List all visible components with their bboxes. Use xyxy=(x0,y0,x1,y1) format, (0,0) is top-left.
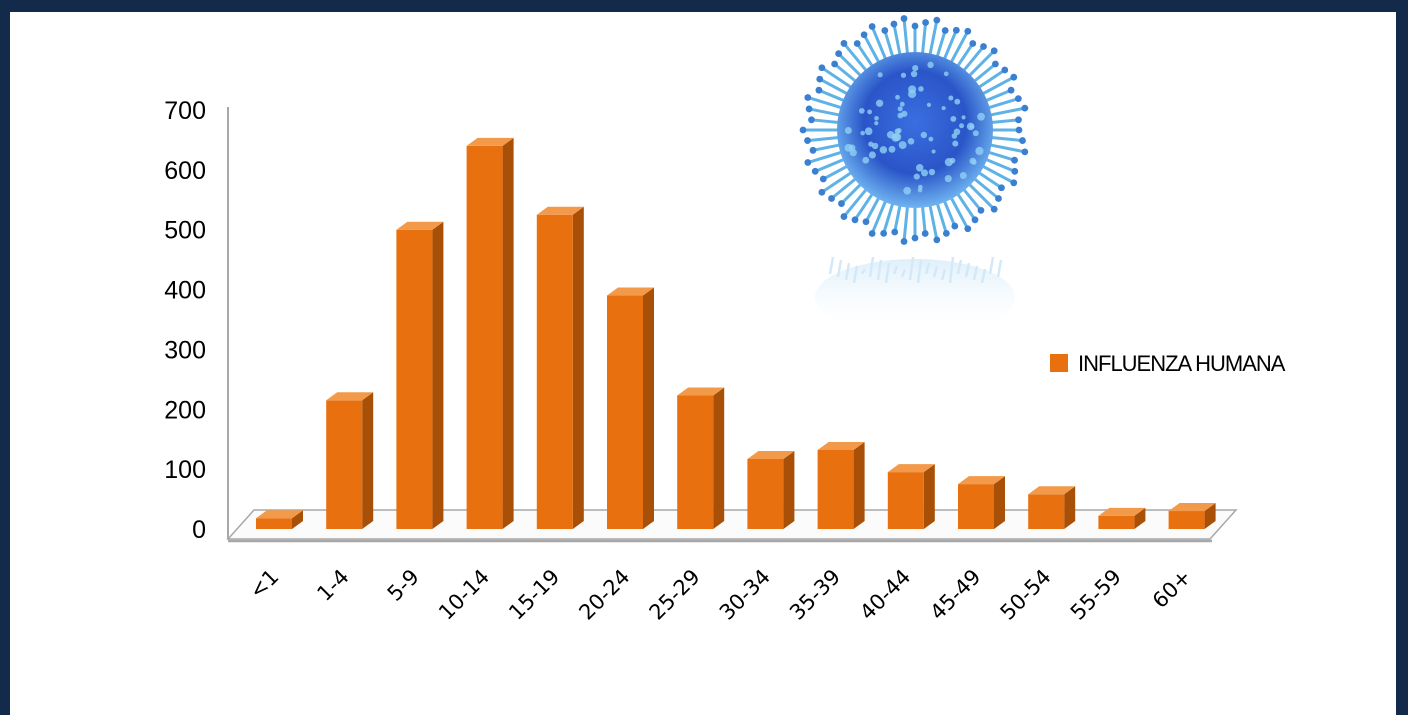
x-tick-label: 60+ xyxy=(1148,565,1196,613)
x-tick-label: 5-9 xyxy=(383,565,424,606)
bar-1-4 xyxy=(326,392,374,529)
y-tick-label: 500 xyxy=(164,217,206,245)
bar-35-39 xyxy=(817,441,865,529)
bar-5-9 xyxy=(396,221,444,529)
x-tick-label: <1 xyxy=(245,565,284,604)
x-tick-label: 40-44 xyxy=(855,565,915,625)
x-tick-label: 30-34 xyxy=(715,565,775,625)
y-tick-label: 300 xyxy=(164,336,206,364)
x-tick-label: 35-39 xyxy=(785,565,845,625)
bar-40-44 xyxy=(887,464,935,529)
legend-label: INFLUENZA HUMANA xyxy=(1078,351,1286,376)
bar-<1 xyxy=(256,510,303,529)
bar-45-49 xyxy=(958,476,1005,529)
bar-55-59 xyxy=(1098,507,1146,529)
y-tick-label: 200 xyxy=(164,396,206,424)
x-tick-label: 15-19 xyxy=(504,565,564,625)
legend: INFLUENZA HUMANA xyxy=(1050,351,1287,376)
y-tick-label: 100 xyxy=(164,456,206,484)
y-tick-label: 0 xyxy=(192,516,206,544)
virus-reflection xyxy=(815,256,1015,335)
x-tick-label: 25-29 xyxy=(645,565,705,625)
x-tick-label: 50-54 xyxy=(996,565,1056,625)
chart-area: 0 100 200 300 400 500 600 700 <1 1-4 5-9 10-14 15-1… xyxy=(10,12,1396,715)
x-tick-label: 10-14 xyxy=(434,565,494,625)
y-tick-label: 700 xyxy=(164,97,206,125)
virus-illustration xyxy=(799,15,1029,335)
bar-60+ xyxy=(1168,503,1216,529)
bar-30-34 xyxy=(747,450,795,529)
bar-10-14 xyxy=(466,137,514,529)
x-axis-floor xyxy=(226,509,1238,540)
bar-25-29 xyxy=(677,387,725,529)
bar-chart: 0 100 200 300 400 500 600 700 <1 1-4 5-9 10-14 15-1… xyxy=(164,15,1287,625)
legend-swatch xyxy=(1050,354,1068,372)
x-tick-label: 1-4 xyxy=(313,565,354,606)
y-tick-label: 600 xyxy=(164,157,206,185)
x-tick-label: 20-24 xyxy=(574,565,634,625)
bar-50-54 xyxy=(1028,486,1076,529)
x-tick-label: 55-59 xyxy=(1066,565,1126,625)
bar-20-24 xyxy=(607,287,654,529)
y-tick-label: 400 xyxy=(164,277,206,305)
bar-15-19 xyxy=(536,206,584,529)
x-tick-label: 45-49 xyxy=(925,565,985,625)
